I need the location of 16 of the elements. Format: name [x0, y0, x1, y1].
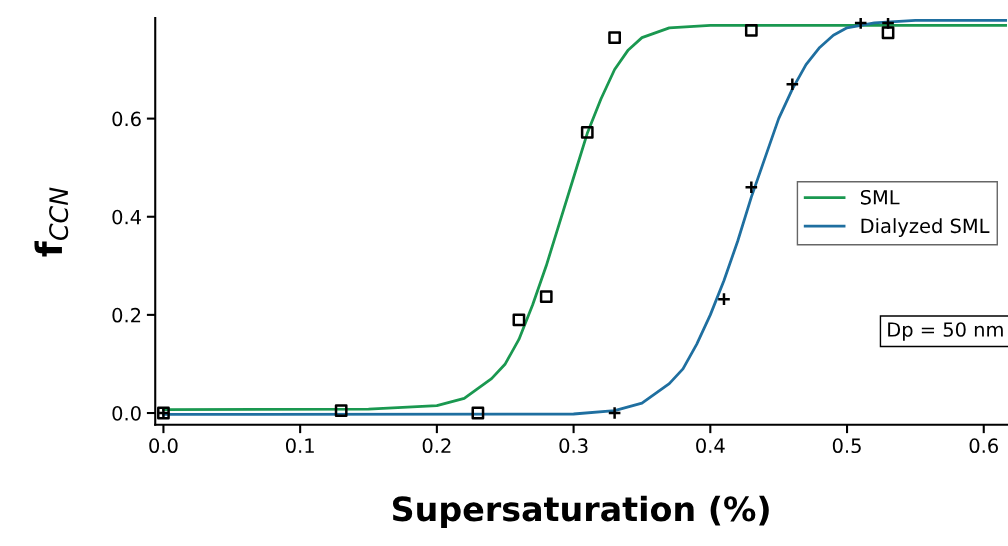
y-tick-label: 0.2	[112, 307, 141, 323]
y-tick-label: 0.6	[112, 111, 141, 127]
x-tick-label: 0.1	[285, 438, 314, 454]
x-tick-label: 0.2	[422, 438, 451, 454]
x-tick-label: 0.6	[969, 438, 998, 454]
y-tick-label: 0.4	[112, 209, 141, 225]
x-tick-label: 0.4	[696, 438, 725, 454]
y-tick-label: 0.0	[112, 405, 141, 421]
annotation: Dp = 50 nm	[888, 322, 1003, 341]
legend-label: Dialyzed SML	[861, 218, 990, 237]
y-axis-title: f$_{CCN}$	[34, 187, 69, 257]
legend-label: SML	[860, 189, 900, 205]
x-axis-title: Supersaturation (%)	[392, 495, 769, 528]
x-tick-label: 0.5	[832, 438, 861, 454]
x-tick-label: 0.0	[149, 438, 178, 454]
x-tick-label: 0.3	[559, 438, 588, 454]
